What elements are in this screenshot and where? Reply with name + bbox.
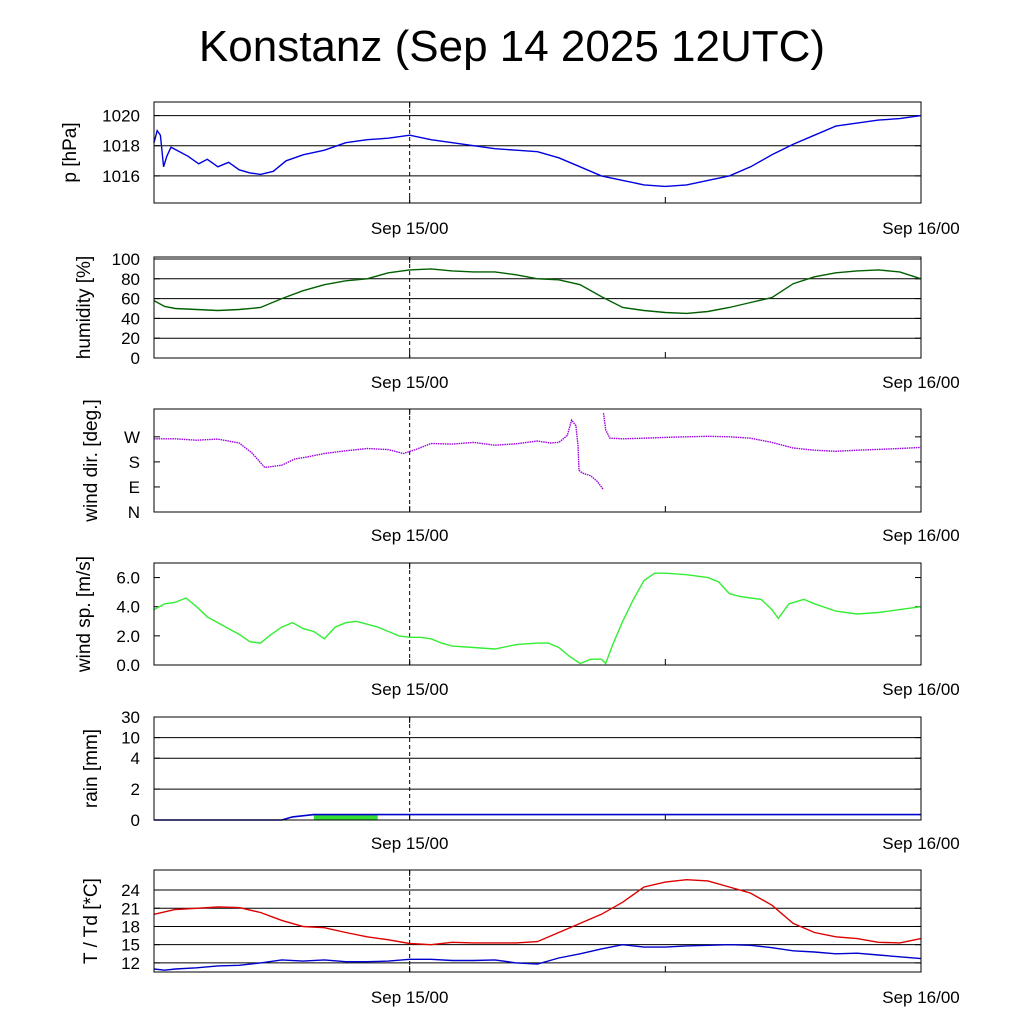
y-axis-label: wind sp. [m/s] xyxy=(74,556,95,673)
y-tick-label: 0 xyxy=(131,811,140,830)
y-tick-label: 80 xyxy=(121,270,140,289)
y-tick-label: 1016 xyxy=(102,167,140,186)
x-tick-label: Sep 16/00 xyxy=(882,680,960,699)
y-tick-label: 0 xyxy=(131,349,140,368)
y-tick-label: 10 xyxy=(121,729,140,748)
y-tick-label: N xyxy=(128,503,140,522)
rain-accumulated-line xyxy=(154,813,921,821)
x-tick-label: Sep 15/00 xyxy=(371,988,449,1007)
y-tick-label: 100 xyxy=(112,250,140,269)
x-tick-label: Sep 16/00 xyxy=(882,834,960,853)
y-tick-label: 2 xyxy=(131,780,140,799)
plot-frame xyxy=(153,869,922,973)
plot-frame xyxy=(153,716,922,821)
y-axis-label: wind dir. [deg.] xyxy=(81,399,102,523)
y-axis-label: p [hPa] xyxy=(60,122,81,182)
y-tick-label: 15 xyxy=(121,936,140,955)
x-tick-label: Sep 15/00 xyxy=(371,680,449,699)
y-axis-label: rain [mm] xyxy=(81,729,102,808)
y-tick-label: 18 xyxy=(121,917,140,936)
series-line xyxy=(154,418,605,491)
y-tick-label: 40 xyxy=(121,309,140,328)
rain-bar xyxy=(313,814,378,820)
series-line xyxy=(153,114,922,188)
y-tick-label: 4 xyxy=(131,749,140,768)
series-line xyxy=(153,572,922,665)
y-axis-label: T / Td [*C] xyxy=(81,878,102,964)
x-tick-label: Sep 16/00 xyxy=(882,526,960,545)
plot-frame xyxy=(153,101,922,204)
y-axis-label: humidity [%] xyxy=(74,256,95,359)
y-tick-label: 60 xyxy=(121,290,140,309)
x-tick-label: Sep 16/00 xyxy=(882,373,960,392)
y-tick-label: 4.0 xyxy=(116,598,140,617)
y-tick-label: E xyxy=(129,478,140,497)
panel-0: 1016 1018 1020 Sep 15/00 Sep 16/00 p [hPa] xyxy=(60,101,960,238)
y-tick-label: 20 xyxy=(121,329,140,348)
y-tick-label: 6.0 xyxy=(116,569,140,588)
plot-frame xyxy=(153,256,922,359)
y-tick-label: W xyxy=(124,428,140,447)
page-title: Konstanz (Sep 14 2025 12UTC) xyxy=(198,22,826,71)
y-tick-label: 0.0 xyxy=(116,656,140,675)
y-tick-label: S xyxy=(129,453,140,472)
series-line xyxy=(153,878,922,946)
y-tick-label: 21 xyxy=(121,899,140,918)
series-line xyxy=(602,413,922,453)
x-tick-label: Sep 16/00 xyxy=(882,219,960,238)
panel-3: 0.0 2.0 4.0 6.0 Sep 15/00 Sep 16/00 wind sp. [… xyxy=(74,556,960,699)
x-tick-label: Sep 15/00 xyxy=(371,834,449,853)
panel-4: 0 2 410 30 Sep 15/00 Sep 16/00 rain [mm] xyxy=(81,708,960,853)
y-tick-label: 30 xyxy=(121,708,140,727)
x-tick-label: Sep 15/00 xyxy=(371,526,449,545)
series-line xyxy=(153,268,922,315)
plot-frame xyxy=(153,562,922,666)
y-tick-label: 1020 xyxy=(102,107,140,126)
x-tick-label: Sep 16/00 xyxy=(882,988,960,1007)
y-tick-label: 12 xyxy=(121,954,140,973)
y-tick-label: 1018 xyxy=(102,137,140,156)
series-line xyxy=(153,943,922,971)
x-tick-label: Sep 15/00 xyxy=(371,373,449,392)
plot-frame xyxy=(153,408,922,513)
x-tick-label: Sep 15/00 xyxy=(371,219,449,238)
y-tick-label: 24 xyxy=(121,881,140,900)
y-tick-label: 2.0 xyxy=(116,627,140,646)
